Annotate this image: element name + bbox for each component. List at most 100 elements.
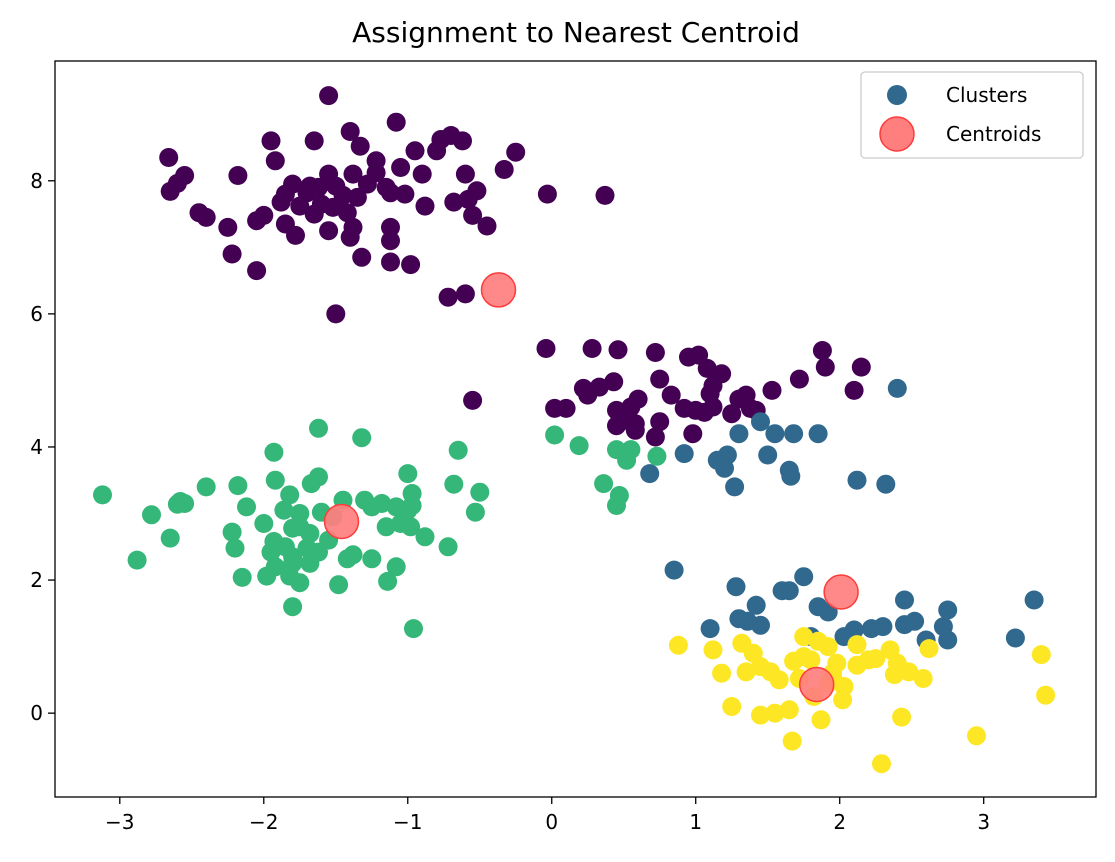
- cluster-3-point: [1036, 685, 1056, 705]
- cluster-0-point: [604, 372, 624, 392]
- cluster-2-point: [142, 505, 161, 525]
- cluster-0-point: [427, 141, 447, 161]
- cluster-0-point: [697, 358, 717, 378]
- cluster-0-point: [286, 225, 305, 245]
- cluster-2-point: [265, 470, 285, 490]
- cluster-0-point: [352, 247, 372, 267]
- cluster-2-point: [225, 538, 245, 558]
- cluster-1-point: [640, 464, 660, 484]
- cluster-2-point: [352, 428, 372, 448]
- cluster-2-point: [617, 450, 637, 470]
- cluster-2-point: [290, 504, 310, 523]
- cluster-2-point: [167, 494, 187, 514]
- cluster-3-point: [801, 650, 821, 670]
- cluster-0-point: [556, 398, 576, 418]
- y-tick-label: 8: [30, 169, 43, 193]
- cluster-1-point: [758, 445, 778, 465]
- cluster-0-point: [304, 131, 324, 151]
- cluster-2-point: [378, 571, 398, 591]
- cluster-0-point: [247, 261, 267, 281]
- cluster-2-point: [329, 575, 349, 595]
- cluster-2-point: [274, 500, 294, 520]
- cluster-3-point: [847, 635, 867, 655]
- cluster-0-point: [350, 136, 370, 156]
- x-tick-label: 3: [977, 810, 990, 834]
- cluster-0-point: [357, 174, 377, 194]
- legend-label-clusters: Clusters: [946, 83, 1027, 107]
- cluster-1-point: [729, 424, 749, 444]
- cluster-2-point: [569, 436, 589, 456]
- cluster-0-point: [261, 131, 281, 151]
- cluster-0-point: [536, 339, 556, 358]
- cluster-2-point: [362, 549, 382, 569]
- cluster-3-point: [668, 635, 688, 655]
- cluster-0-point: [381, 183, 400, 203]
- centroid-marker: [798, 666, 835, 703]
- cluster-0-point: [323, 197, 343, 217]
- cluster-0-point: [381, 231, 400, 251]
- cluster-2-point: [309, 418, 328, 438]
- cluster-3-point: [722, 697, 742, 716]
- cluster-2-point: [444, 474, 464, 494]
- cluster-0-point: [595, 185, 615, 205]
- cluster-2-point: [647, 446, 667, 466]
- cluster-0-point: [271, 192, 291, 212]
- cluster-0-point: [290, 196, 310, 216]
- x-tick-label: 0: [545, 810, 558, 834]
- cluster-0-point: [458, 189, 478, 209]
- y-tick-label: 6: [30, 302, 43, 326]
- cluster-2-point: [300, 553, 320, 573]
- cluster-3-point: [913, 669, 933, 688]
- cluster-1-point: [938, 630, 958, 650]
- cluster-1-point: [664, 560, 684, 580]
- cluster-2-point: [415, 527, 435, 547]
- cluster-2-point: [160, 528, 180, 548]
- cluster-3-point: [866, 649, 886, 669]
- cluster-0-point: [347, 187, 367, 207]
- centroid-marker: [480, 272, 517, 308]
- cluster-1-point: [700, 619, 720, 639]
- cluster-2-point: [290, 573, 310, 593]
- cluster-0-point: [494, 160, 514, 179]
- cluster-0-point: [319, 86, 339, 106]
- cluster-0-point: [645, 427, 665, 447]
- cluster-3-point: [736, 662, 756, 682]
- cluster-1-point: [674, 444, 694, 464]
- cluster-0-point: [395, 184, 415, 204]
- y-tick-label: 0: [30, 701, 43, 725]
- cluster-0-point: [337, 203, 357, 223]
- cluster-3-point: [703, 640, 723, 660]
- cluster-1-point: [887, 378, 907, 398]
- cluster-0-point: [650, 369, 670, 389]
- cluster-1-point: [746, 595, 766, 615]
- cluster-3-point: [794, 627, 814, 647]
- x-tick-label: 2: [833, 810, 846, 834]
- cluster-2-point: [93, 485, 112, 505]
- cluster-0-point: [159, 148, 179, 167]
- cluster-1-point: [895, 590, 914, 610]
- cluster-2-point: [372, 494, 392, 513]
- cluster-0-point: [661, 385, 681, 405]
- cluster-3-point: [784, 651, 804, 671]
- cluster-2-point: [237, 497, 256, 517]
- cluster-0-point: [851, 357, 871, 377]
- cluster-0-point: [537, 184, 557, 204]
- cluster-0-point: [607, 416, 626, 436]
- y-axis: 0 2 4 6 8: [30, 169, 55, 725]
- cluster-3-point: [811, 710, 831, 730]
- cluster-2-point: [254, 514, 274, 533]
- cluster-3-point: [919, 639, 939, 659]
- cluster-1-point: [779, 581, 799, 601]
- cluster-0-point: [722, 404, 742, 424]
- cluster-3-point: [872, 754, 891, 774]
- cluster-3-point: [1031, 645, 1051, 665]
- cluster-2-point: [398, 464, 418, 484]
- cluster-3-point: [769, 670, 789, 690]
- cluster-2-point: [386, 557, 406, 577]
- cluster-2-point: [280, 485, 300, 505]
- cluster-0-point: [703, 397, 723, 417]
- cluster-2-point: [470, 482, 490, 502]
- cluster-2-point: [402, 496, 422, 515]
- cluster-0-point: [453, 131, 472, 151]
